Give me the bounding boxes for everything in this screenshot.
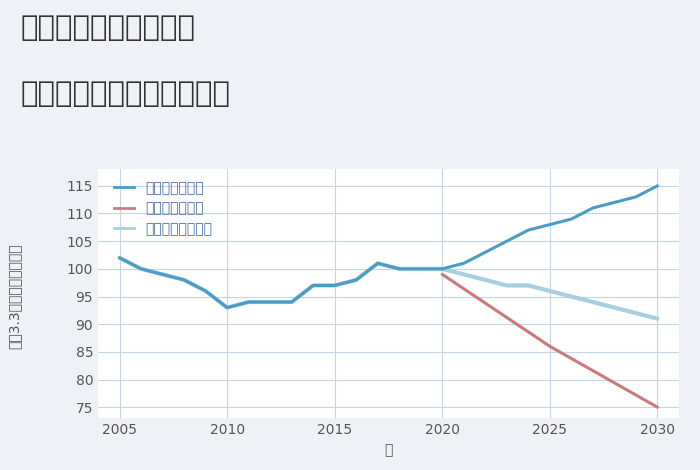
Text: 三重県伊賀市下柘植の: 三重県伊賀市下柘植の bbox=[21, 14, 196, 42]
Text: 坪（3.3㎡）単価（万円）: 坪（3.3㎡）単価（万円） bbox=[7, 243, 21, 349]
Legend: グッドシナリオ, バッドシナリオ, ノーマルシナリオ: グッドシナリオ, バッドシナリオ, ノーマルシナリオ bbox=[111, 179, 216, 239]
Text: 中古マンションの価格推移: 中古マンションの価格推移 bbox=[21, 80, 231, 108]
X-axis label: 年: 年 bbox=[384, 443, 393, 457]
